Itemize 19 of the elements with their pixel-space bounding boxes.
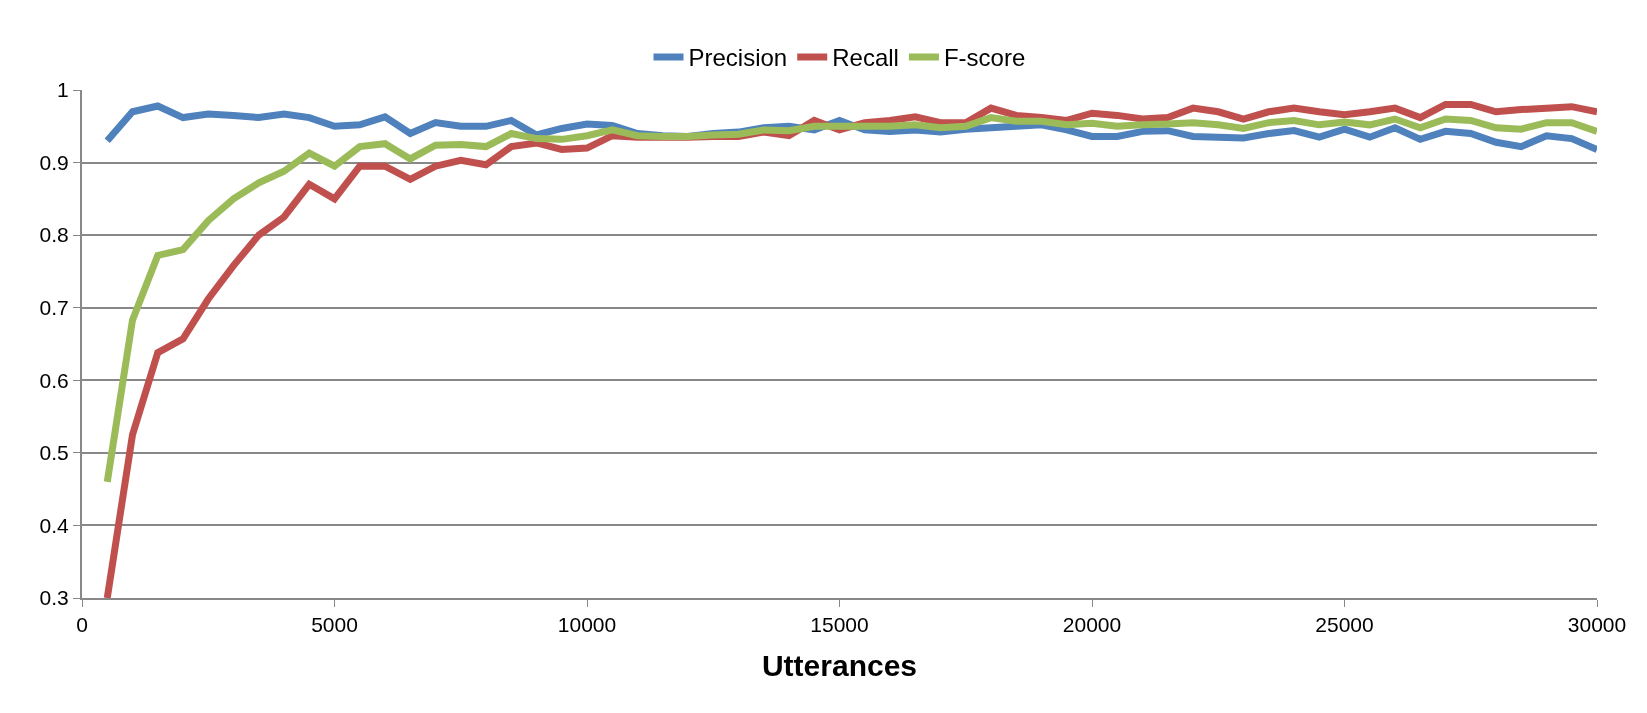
y-tick-label: 0.5 [39,441,69,465]
x-tick-label: 10000 [557,613,617,637]
x-tick-label: 15000 [810,613,869,637]
x-tick-label: 20000 [1062,613,1122,637]
x-tick-label: 5000 [311,613,358,637]
y-tick-label: 0.8 [39,223,69,247]
x-tick-label: 0 [76,613,88,637]
y-tick-label: 0.7 [39,296,69,320]
x-tick-label: 30000 [1567,613,1627,637]
y-tick-label: 0.9 [39,150,69,174]
y-tick-label: 0.4 [39,513,70,537]
y-tick-label: 0.6 [39,368,69,392]
y-tick-label: 0.3 [39,586,69,610]
x-tick-label: 25000 [1315,613,1374,637]
x-axis-title: Utterances [761,649,918,683]
y-tick-label: 1 [57,78,69,102]
legend-label: F-score [943,44,1026,72]
legend-label: Recall [832,44,899,72]
legend-label: Precision [688,44,788,72]
